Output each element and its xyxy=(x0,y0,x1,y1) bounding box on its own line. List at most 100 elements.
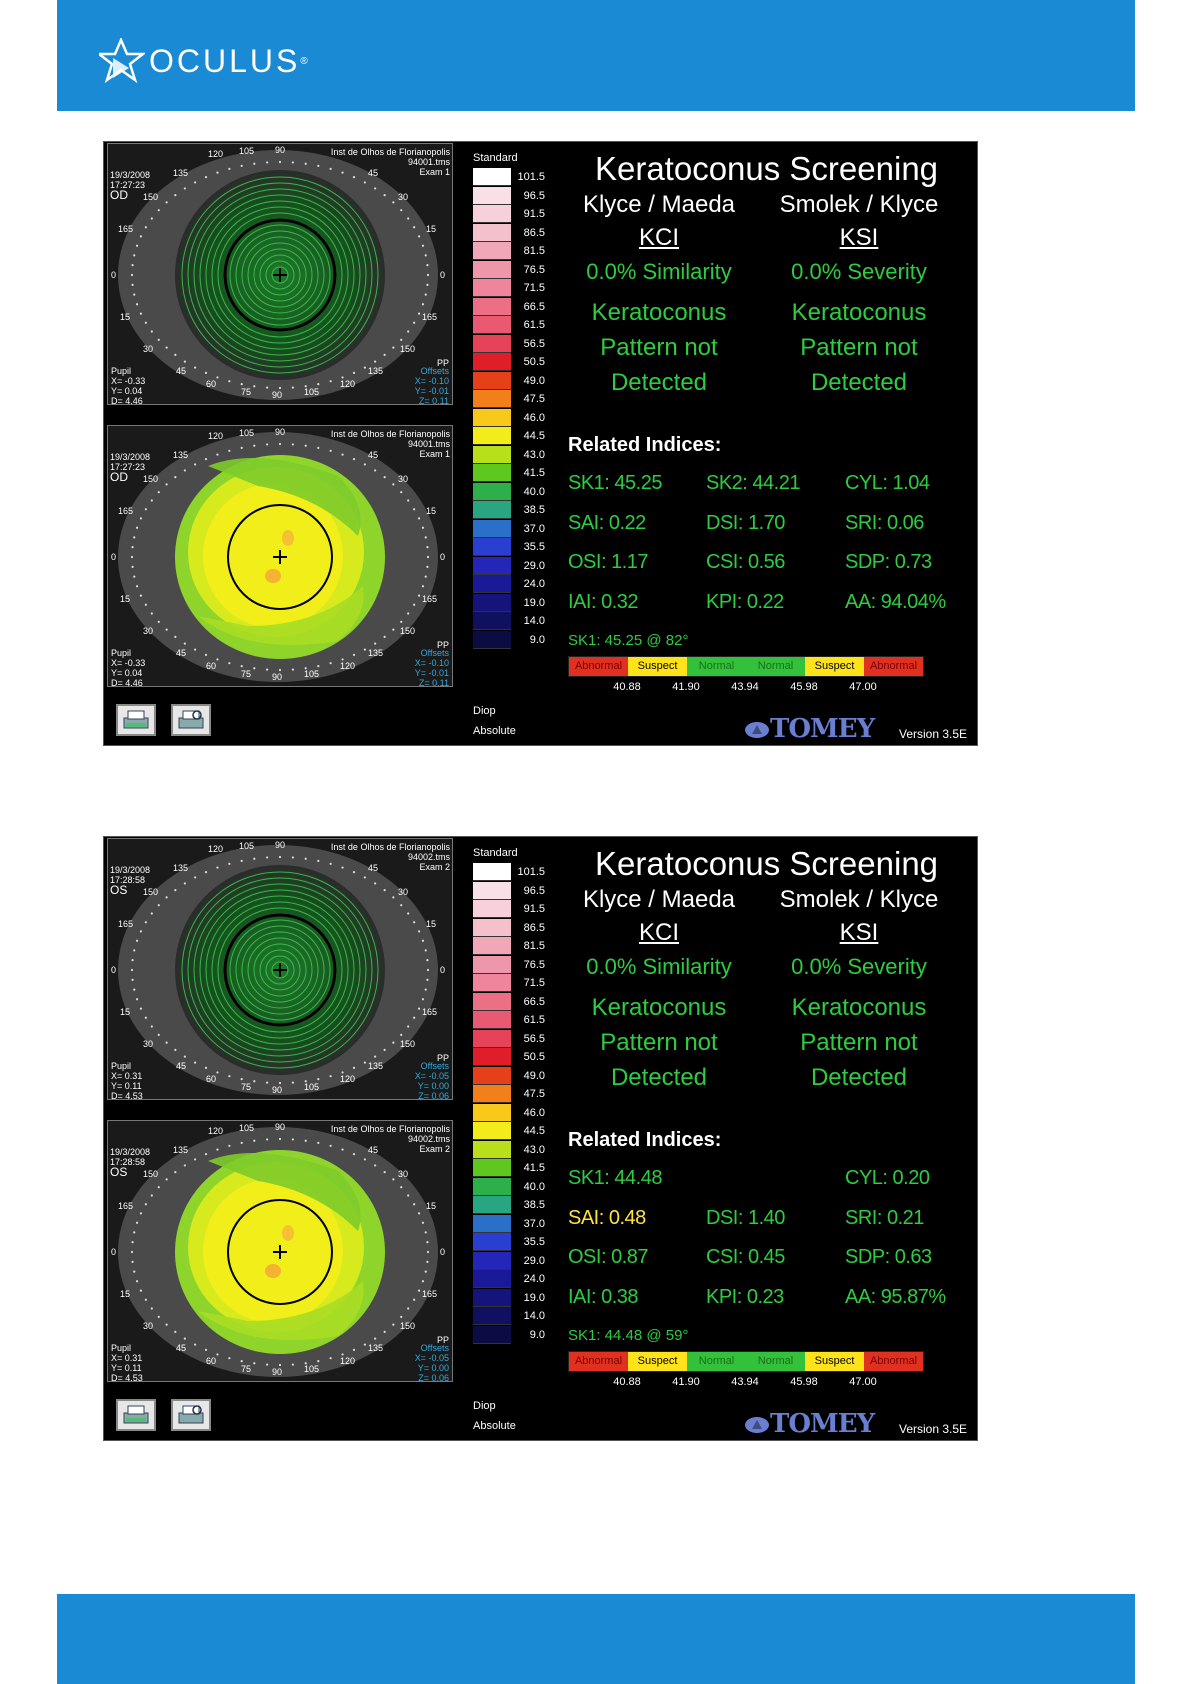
kci-result-2: Pattern not xyxy=(600,1029,718,1056)
axis-dot xyxy=(133,575,136,578)
severity-threshold: 41.90 xyxy=(672,1376,700,1388)
print-icon[interactable] xyxy=(116,704,156,736)
axis-dot xyxy=(150,499,153,502)
axis-dot xyxy=(165,896,168,899)
scale-swatch xyxy=(473,575,511,593)
axis-dot xyxy=(240,446,243,449)
axis-dot xyxy=(374,469,377,472)
institution-label: Inst de Olhos de Florianopolis 94002.tms E… xyxy=(330,1124,450,1154)
axis-dot xyxy=(421,244,425,247)
axis-dot xyxy=(144,1298,147,1301)
severity-segment: Abnormal xyxy=(864,657,923,676)
axis-dot xyxy=(228,449,231,452)
scale-value: 41.5 xyxy=(523,1162,545,1174)
axis-tick: 15 xyxy=(426,1201,437,1211)
axis-dot xyxy=(363,648,366,651)
version-label: Version 3.5E xyxy=(899,1422,968,1436)
axis-dot xyxy=(240,1141,243,1144)
severity-segment: Suspect xyxy=(628,657,687,676)
axis-dot xyxy=(363,1343,366,1346)
scale-value: 96.5 xyxy=(523,189,545,202)
print-icon[interactable] xyxy=(116,1399,156,1431)
scale-swatch xyxy=(473,316,511,334)
scale-value: 43.0 xyxy=(523,448,545,461)
axis-dot xyxy=(133,1231,136,1234)
axis-dot xyxy=(139,1007,143,1010)
axis-dot xyxy=(407,1307,410,1310)
placido-ring xyxy=(199,194,361,356)
severity-threshold: 45.98 xyxy=(790,681,818,693)
index-aa: AA: 95.87% xyxy=(845,1286,946,1308)
kci-author: Klyce / Maeda xyxy=(582,886,736,913)
axis-dot xyxy=(204,1066,208,1069)
axis-dot xyxy=(174,1170,177,1174)
scale-value: 19.0 xyxy=(523,596,545,609)
placido-ring xyxy=(211,206,349,344)
axis-tick: 15 xyxy=(120,594,131,604)
axis-dot xyxy=(228,1144,231,1147)
scale-mode: Absolute xyxy=(473,725,516,737)
axis-dot xyxy=(266,1138,269,1141)
scale-value: 71.5 xyxy=(523,282,545,294)
axis-dot xyxy=(174,353,177,357)
axis-dot xyxy=(216,1148,219,1151)
index-dsi: DSI: 1.40 xyxy=(706,1207,785,1229)
placido-ring xyxy=(265,955,295,985)
kci-result-2: Pattern not xyxy=(600,334,718,361)
axis-dot xyxy=(407,1194,410,1197)
axis-tick: 105 xyxy=(239,1123,255,1133)
axis-tick: 120 xyxy=(340,379,356,389)
axis-dot xyxy=(253,385,256,388)
axis-dot xyxy=(426,1241,429,1244)
axis-dot xyxy=(139,1212,143,1215)
index-sdp: SDP: 0.73 xyxy=(845,551,932,573)
axis-dot xyxy=(194,1343,197,1346)
axis-dot xyxy=(240,859,243,862)
axis-dot xyxy=(317,164,320,167)
scale-swatch xyxy=(473,863,511,881)
axis-dot xyxy=(228,167,231,170)
print-preview-icon[interactable] xyxy=(171,704,211,736)
axis-dot xyxy=(363,366,366,369)
axis-dot xyxy=(183,1337,186,1340)
severity-bar: Abnormal Suspect Normal Normal Suspect Abnorm… xyxy=(568,656,924,677)
axis-dot xyxy=(204,176,208,179)
axis-dot xyxy=(407,217,410,220)
axis-dot xyxy=(150,217,153,220)
placido-ring xyxy=(229,919,331,1021)
axis-dot xyxy=(352,1153,356,1156)
axis-dot xyxy=(204,458,208,461)
axis-tick: 105 xyxy=(304,1082,320,1092)
axis-dot xyxy=(400,491,403,494)
print-preview-icon[interactable] xyxy=(171,1399,211,1431)
index-sai: SAI: 0.22 xyxy=(568,512,646,534)
scale-title: Standard xyxy=(473,847,518,859)
axis-dot xyxy=(304,444,307,447)
axis-dot xyxy=(291,386,294,389)
pp-label: PP xyxy=(436,1335,449,1345)
scale-swatch xyxy=(473,630,511,649)
tomey-mark-icon xyxy=(745,1417,769,1433)
placido-image: Inst de Olhos de Florianopolis 94002.tms E… xyxy=(107,838,453,1100)
axis-tick: 90 xyxy=(272,1367,283,1377)
axis-dot xyxy=(266,856,269,859)
screening-title: Keratoconus Screening xyxy=(594,150,939,187)
axis-dot xyxy=(352,458,356,461)
axis-tick: 0 xyxy=(111,965,117,975)
severity-segment: Normal xyxy=(687,657,746,676)
offsets-readout: Offsets X= -0.10 Y= -0.01 Z= 0.11 xyxy=(414,648,449,687)
scale-swatch xyxy=(473,464,511,482)
pupil-readout: Pupil X= -0.33 Y= 0.04 D= 4.46 xyxy=(111,648,146,687)
index-dsi: DSI: 1.70 xyxy=(706,512,785,534)
placido-ring xyxy=(241,236,319,314)
scale-swatch xyxy=(473,1214,511,1233)
institution-label: Inst de Olhos de Florianopolis 94002.tms E… xyxy=(330,842,450,872)
scale-value: 86.5 xyxy=(523,226,545,239)
axis-tick: 150 xyxy=(400,1321,416,1331)
axis-dot xyxy=(424,575,427,578)
axis-dot xyxy=(352,653,356,656)
axis-tick: 45 xyxy=(368,1145,379,1155)
scale-swatch xyxy=(473,279,511,297)
axis-dot xyxy=(139,930,143,933)
axis-dot xyxy=(341,453,344,456)
